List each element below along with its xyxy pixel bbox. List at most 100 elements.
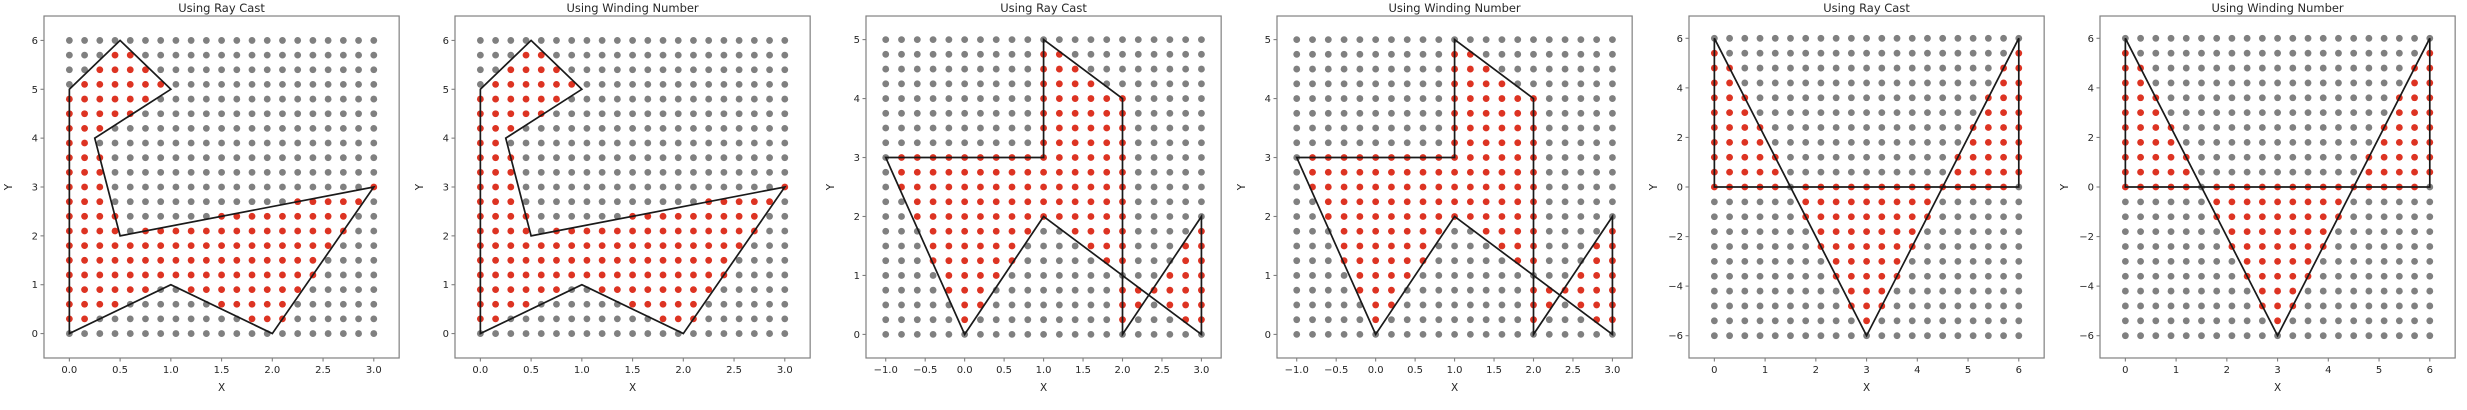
outside-point — [1786, 228, 1794, 236]
outside-point — [1420, 95, 1427, 102]
inside-point — [2258, 243, 2266, 250]
outside-point — [2319, 317, 2327, 325]
outside-point — [644, 154, 652, 162]
outside-point — [2228, 94, 2236, 102]
outside-point — [766, 95, 774, 103]
outside-point — [1577, 331, 1585, 338]
outside-point — [294, 183, 302, 191]
outside-point — [1325, 272, 1333, 279]
outside-point — [2319, 94, 2327, 102]
outside-point — [370, 256, 378, 264]
inside-point — [507, 256, 515, 264]
outside-point — [1546, 213, 1554, 220]
outside-point — [2365, 272, 2373, 280]
y-tick-label: 4 — [32, 134, 38, 145]
outside-point — [1198, 65, 1206, 73]
outside-point — [538, 227, 545, 235]
outside-point — [233, 124, 241, 132]
x-tick-label: 1.0 — [574, 365, 590, 376]
inside-point — [1182, 286, 1190, 294]
inside-point — [2136, 109, 2144, 117]
outside-point — [2350, 302, 2357, 310]
outside-point — [339, 242, 347, 250]
inside-point — [1999, 109, 2007, 117]
outside-point — [126, 37, 134, 44]
outside-point — [172, 81, 180, 88]
outside-point — [898, 36, 906, 43]
outside-point — [1182, 109, 1190, 117]
outside-point — [1577, 80, 1585, 88]
inside-point — [2289, 243, 2296, 250]
outside-point — [598, 139, 606, 147]
inside-point — [492, 227, 500, 235]
outside-point — [914, 65, 922, 73]
outside-point — [1325, 65, 1333, 73]
outside-point — [2334, 272, 2342, 280]
inside-point — [1072, 213, 1079, 220]
inside-point — [96, 300, 104, 308]
outside-point — [1908, 49, 1916, 57]
outside-point — [2197, 49, 2205, 57]
outside-point — [961, 65, 969, 73]
outside-point — [1024, 65, 1032, 73]
outside-point — [1771, 272, 1779, 280]
outside-point — [553, 212, 561, 220]
inside-point — [111, 51, 119, 59]
outside-point — [2167, 34, 2175, 42]
outside-point — [1198, 36, 1206, 43]
inside-point — [1514, 242, 1522, 250]
outside-point — [644, 183, 652, 191]
inside-point — [2258, 198, 2266, 206]
inside-point — [568, 256, 576, 264]
outside-point — [553, 183, 561, 191]
outside-point — [1182, 95, 1190, 102]
outside-point — [2243, 153, 2251, 161]
outside-point — [598, 110, 606, 118]
inside-point — [1404, 168, 1412, 176]
outside-point — [2228, 272, 2236, 280]
outside-point — [187, 66, 195, 74]
outside-point — [1969, 34, 1977, 42]
outside-point — [538, 168, 545, 176]
outside-point — [2152, 332, 2159, 340]
inside-point — [1040, 183, 1048, 191]
inside-point — [1372, 198, 1380, 206]
outside-point — [1984, 243, 1992, 250]
inside-point — [81, 315, 88, 323]
outside-point — [2365, 302, 2373, 310]
inside-point — [157, 81, 165, 88]
inside-point — [1878, 272, 1885, 280]
outside-point — [2197, 109, 2205, 117]
outside-point — [1356, 50, 1364, 58]
inside-point — [507, 124, 515, 132]
outside-point — [781, 256, 789, 264]
outside-point — [172, 51, 180, 59]
inside-point — [202, 286, 210, 293]
inside-point — [126, 95, 134, 103]
inside-point — [961, 213, 969, 220]
outside-point — [568, 124, 576, 132]
outside-point — [2273, 34, 2281, 42]
outside-point — [1498, 286, 1506, 294]
outside-point — [1710, 332, 1718, 340]
outside-point — [1984, 228, 1992, 236]
inside-point — [1498, 109, 1506, 117]
outside-point — [1435, 109, 1443, 117]
outside-point — [2136, 332, 2144, 340]
outside-point — [1420, 286, 1427, 294]
inside-point — [1451, 168, 1459, 176]
outside-point — [2380, 34, 2388, 42]
inside-point — [1341, 213, 1348, 220]
outside-point — [583, 154, 591, 162]
outside-point — [781, 212, 789, 220]
outside-point — [2182, 213, 2190, 221]
inside-point — [2243, 243, 2251, 250]
outside-point — [1467, 301, 1475, 309]
outside-point — [751, 300, 758, 308]
outside-point — [339, 315, 347, 323]
outside-point — [1756, 257, 1764, 265]
outside-point — [2319, 257, 2327, 265]
outside-point — [1341, 124, 1348, 132]
outside-point — [1356, 36, 1364, 43]
x-tick-label: 0.5 — [996, 365, 1012, 376]
